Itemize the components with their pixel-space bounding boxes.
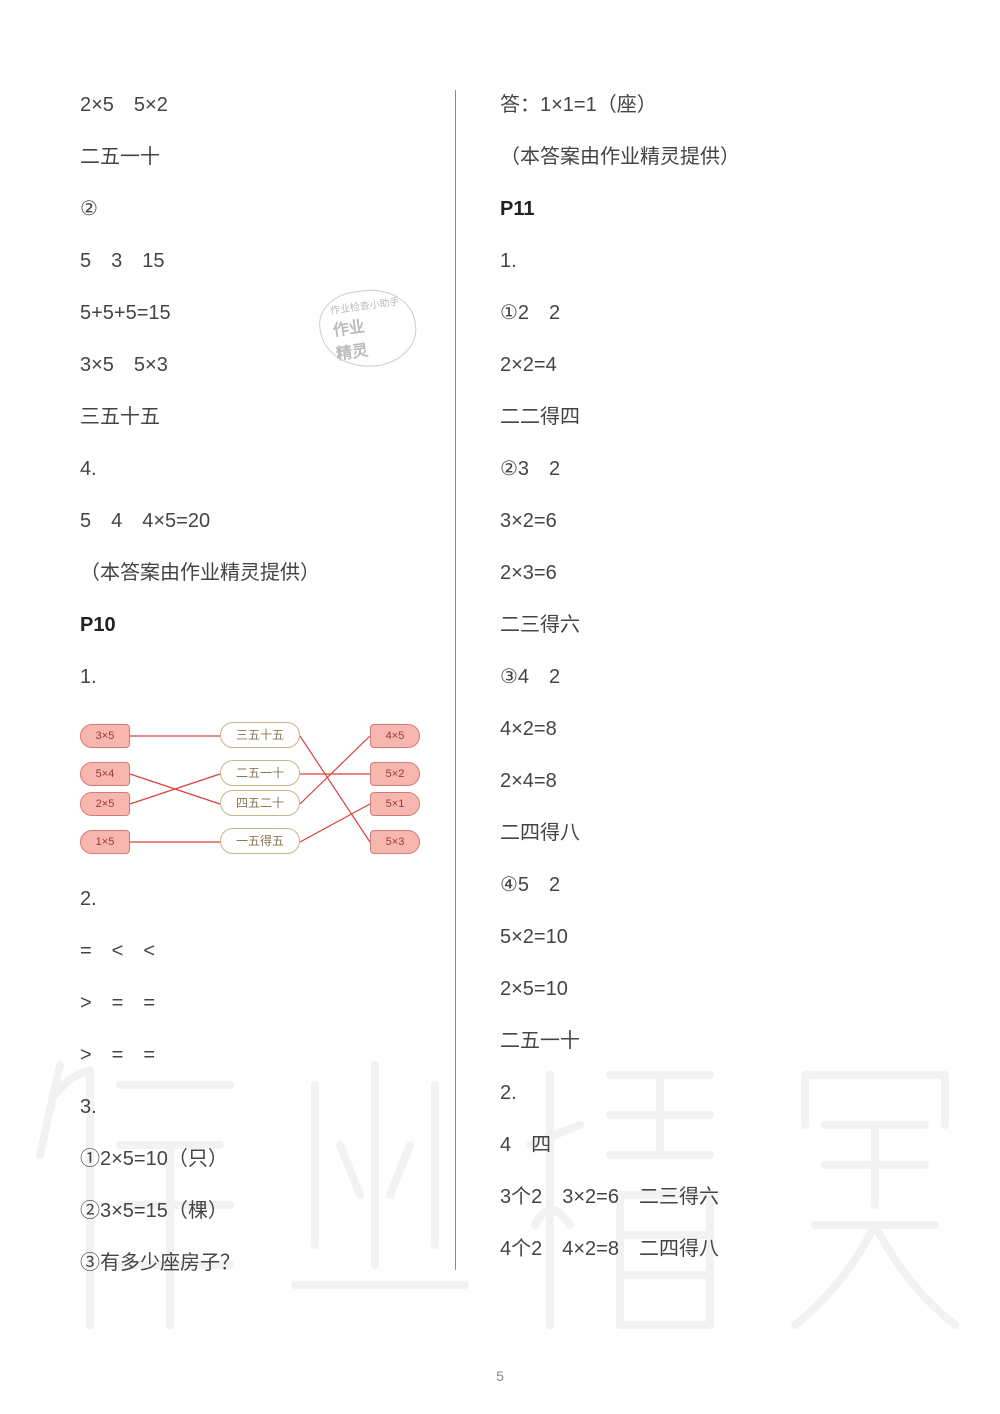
text-line: = < < (80, 936, 460, 966)
diagram-mid-node: 三五十五 (220, 722, 300, 748)
matching-diagram: 3×55×42×51×5三五十五二五一十四五二十一五得五4×55×25×15×3 (80, 714, 410, 864)
text-line: 二二得四 (500, 402, 880, 432)
text-line: 答：1×1=1（座） (500, 90, 880, 120)
text-line: 2. (80, 884, 460, 914)
text-line: 2×2=4 (500, 350, 880, 380)
diagram-right-node: 4×5 (370, 724, 420, 748)
text-line: 5 3 15 (80, 246, 460, 276)
text-line: 2×4=8 (500, 766, 880, 796)
text-line: > = = (80, 1040, 460, 1070)
text-line: 二五一十 (500, 1026, 880, 1056)
text-line: 3个2 3×2=6 二三得六 (500, 1182, 880, 1212)
text-line: 2×3=6 (500, 558, 880, 588)
text-line: 4×2=8 (500, 714, 880, 744)
page-content: 2×5 5×2 二五一十 ② 5 3 15 5+5+5=15 3×5 5×3 三五十五 4. 5… (0, 0, 1000, 1340)
text-line: 3×2=6 (500, 506, 880, 536)
text-line: 3. (80, 1092, 460, 1122)
diagram-right-node: 5×3 (370, 830, 420, 854)
text-line: 2. (500, 1078, 880, 1108)
page-number: 5 (496, 1368, 504, 1384)
left-column: 2×5 5×2 二五一十 ② 5 3 15 5+5+5=15 3×5 5×3 三五十五 4. 5… (80, 90, 460, 1300)
text-line: 5 4 4×5=20 (80, 506, 460, 536)
text-line: P11 (500, 194, 880, 224)
text-line: 2×5=10 (500, 974, 880, 1004)
text-line: 二四得八 (500, 818, 880, 848)
text-line: ② (80, 194, 460, 224)
text-line: ①2 2 (500, 298, 880, 328)
diagram-mid-node: 一五得五 (220, 828, 300, 854)
text-line: ②3×5=15（棵） (80, 1196, 460, 1226)
text-line: > = = (80, 988, 460, 1018)
diagram-mid-node: 二五一十 (220, 760, 300, 786)
text-line: ③4 2 (500, 662, 880, 692)
text-line: （本答案由作业精灵提供） (80, 558, 460, 588)
right-column: 答：1×1=1（座） （本答案由作业精灵提供） P11 1. ①2 2 2×2=4 二二得四… (500, 90, 880, 1300)
text-line: 1. (500, 246, 880, 276)
diagram-left-node: 1×5 (80, 830, 130, 854)
text-line: 1. (80, 662, 460, 692)
text-line: ④5 2 (500, 870, 880, 900)
text-line: 4个2 4×2=8 二四得八 (500, 1234, 880, 1264)
text-line: 二三得六 (500, 610, 880, 640)
diagram-right-node: 5×2 (370, 762, 420, 786)
diagram-left-node: 2×5 (80, 792, 130, 816)
text-line: 2×5 5×2 (80, 90, 460, 120)
text-line: ③有多少座房子？ (80, 1248, 460, 1278)
text-line: 4. (80, 454, 460, 484)
text-line: ②3 2 (500, 454, 880, 484)
diagram-right-node: 5×1 (370, 792, 420, 816)
text-line: P10 (80, 610, 460, 640)
text-line: ①2×5=10（只） (80, 1144, 460, 1174)
diagram-left-node: 3×5 (80, 724, 130, 748)
text-line: 5×2=10 (500, 922, 880, 952)
diagram-left-node: 5×4 (80, 762, 130, 786)
text-line: 3×5 5×3 (80, 350, 460, 380)
text-line: 5+5+5=15 (80, 298, 460, 328)
text-line: 二五一十 (80, 142, 460, 172)
text-line: 三五十五 (80, 402, 460, 432)
text-line: 4 四 (500, 1130, 880, 1160)
text-line: （本答案由作业精灵提供） (500, 142, 880, 172)
diagram-mid-node: 四五二十 (220, 790, 300, 816)
